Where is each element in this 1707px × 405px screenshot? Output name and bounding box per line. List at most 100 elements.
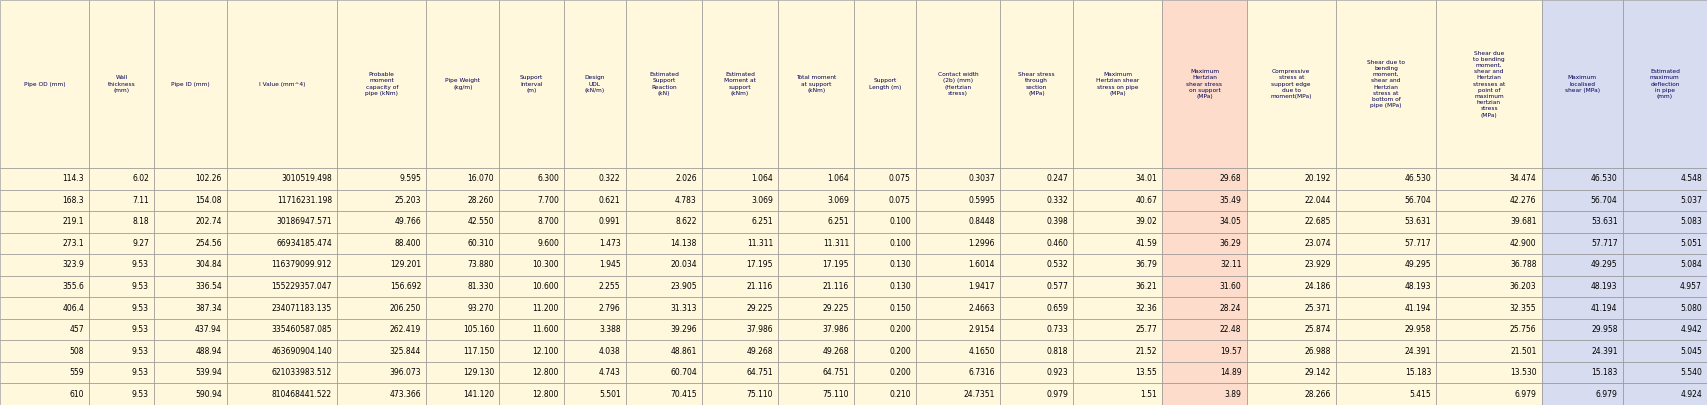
Text: 21.116: 21.116 <box>823 282 848 291</box>
Text: 1.2996: 1.2996 <box>968 239 995 248</box>
Text: 41.59: 41.59 <box>1135 239 1157 248</box>
Text: 114.3: 114.3 <box>63 174 84 183</box>
Text: 355.6: 355.6 <box>61 282 84 291</box>
Text: Support
Length (m): Support Length (m) <box>869 79 901 90</box>
Text: 0.075: 0.075 <box>889 196 912 205</box>
Text: 116379099.912: 116379099.912 <box>271 260 333 269</box>
Bar <box>563 254 626 276</box>
Bar <box>702 319 778 340</box>
Text: 0.130: 0.130 <box>889 282 912 291</box>
Text: 24.186: 24.186 <box>1304 282 1331 291</box>
Bar <box>702 297 778 319</box>
Text: Probable
moment
capacity of
pipe (kNm): Probable moment capacity of pipe (kNm) <box>365 72 398 96</box>
Text: 19.57: 19.57 <box>1221 347 1241 356</box>
Text: 5.415: 5.415 <box>1410 390 1430 399</box>
Text: 2.255: 2.255 <box>599 282 621 291</box>
Text: Shear due to
bending
moment,
shear and
Hertzian
stress at
bottom of
pipe (MPa): Shear due to bending moment, shear and H… <box>1367 60 1405 108</box>
Text: 32.11: 32.11 <box>1221 260 1241 269</box>
Text: 102.26: 102.26 <box>196 174 222 183</box>
Bar <box>1436 0 1541 168</box>
Bar <box>1541 233 1623 254</box>
Bar <box>626 168 702 190</box>
Bar <box>917 384 1000 405</box>
Bar <box>89 233 154 254</box>
Text: 6.300: 6.300 <box>538 174 558 183</box>
Bar <box>1246 276 1337 297</box>
Text: 4.957: 4.957 <box>1680 282 1702 291</box>
Text: 12.800: 12.800 <box>533 390 558 399</box>
Text: 0.398: 0.398 <box>1046 217 1069 226</box>
Bar <box>338 276 427 297</box>
Bar <box>0 190 89 211</box>
Text: 34.474: 34.474 <box>1509 174 1536 183</box>
Bar <box>227 340 338 362</box>
Text: 36.203: 36.203 <box>1511 282 1536 291</box>
Text: 6.251: 6.251 <box>751 217 773 226</box>
Text: Support
Interval
(m): Support Interval (m) <box>521 75 543 93</box>
Text: 56.704: 56.704 <box>1405 196 1430 205</box>
Text: 129.201: 129.201 <box>391 260 422 269</box>
Bar <box>702 276 778 297</box>
Text: 0.100: 0.100 <box>889 217 912 226</box>
Bar <box>1162 362 1246 384</box>
Bar <box>563 0 626 168</box>
Bar <box>227 211 338 233</box>
Bar <box>854 190 917 211</box>
Bar <box>1436 340 1541 362</box>
Bar <box>1337 319 1436 340</box>
Text: 17.195: 17.195 <box>746 260 773 269</box>
Text: 0.979: 0.979 <box>1046 390 1069 399</box>
Bar <box>1000 340 1074 362</box>
Text: I Value (mm^4): I Value (mm^4) <box>259 81 306 87</box>
Bar <box>1074 362 1162 384</box>
Bar <box>563 362 626 384</box>
Text: 28.260: 28.260 <box>468 196 493 205</box>
Text: 0.818: 0.818 <box>1046 347 1069 356</box>
Text: Shear stress
through
section
(MPa): Shear stress through section (MPa) <box>1019 72 1055 96</box>
Text: 41.194: 41.194 <box>1591 304 1618 313</box>
Bar <box>427 211 498 233</box>
Text: 57.717: 57.717 <box>1591 239 1618 248</box>
Bar <box>1246 362 1337 384</box>
Text: 41.194: 41.194 <box>1405 304 1430 313</box>
Bar <box>1074 384 1162 405</box>
Bar <box>1337 211 1436 233</box>
Text: 49.268: 49.268 <box>746 347 773 356</box>
Bar <box>854 297 917 319</box>
Bar <box>1623 384 1707 405</box>
Bar <box>89 168 154 190</box>
Bar <box>498 297 563 319</box>
Bar <box>702 340 778 362</box>
Bar <box>563 384 626 405</box>
Bar <box>1541 168 1623 190</box>
Text: Maximum
Hertzian
shear stress
on support
(MPa): Maximum Hertzian shear stress on support… <box>1186 69 1222 99</box>
Bar <box>154 254 227 276</box>
Text: 25.756: 25.756 <box>1511 325 1536 334</box>
Text: 4.743: 4.743 <box>599 368 621 377</box>
Bar <box>154 211 227 233</box>
Bar <box>1541 211 1623 233</box>
Bar <box>427 0 498 168</box>
Bar <box>89 340 154 362</box>
Bar <box>0 362 89 384</box>
Bar <box>1541 297 1623 319</box>
Bar <box>1337 168 1436 190</box>
Bar <box>917 168 1000 190</box>
Text: 254.56: 254.56 <box>195 239 222 248</box>
Text: 23.074: 23.074 <box>1304 239 1331 248</box>
Bar <box>427 319 498 340</box>
Text: 64.751: 64.751 <box>746 368 773 377</box>
Bar <box>563 190 626 211</box>
Bar <box>227 168 338 190</box>
Text: 75.110: 75.110 <box>746 390 773 399</box>
Text: 35.49: 35.49 <box>1219 196 1241 205</box>
Bar <box>1162 233 1246 254</box>
Text: Total moment
at support
(kNm): Total moment at support (kNm) <box>795 75 836 93</box>
Bar <box>778 168 854 190</box>
Text: 5.501: 5.501 <box>599 390 621 399</box>
Bar <box>778 276 854 297</box>
Bar <box>917 0 1000 168</box>
Text: 73.880: 73.880 <box>468 260 493 269</box>
Bar <box>427 254 498 276</box>
Text: 6.251: 6.251 <box>828 217 848 226</box>
